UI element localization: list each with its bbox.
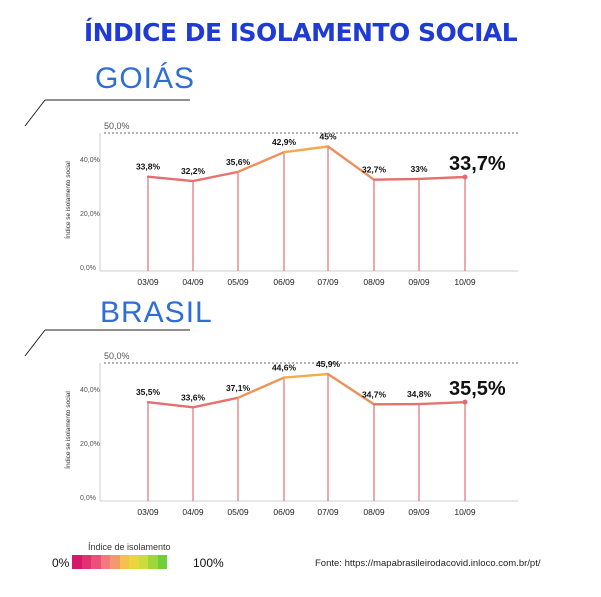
x-tick-label: 09/09: [408, 277, 430, 287]
series-segment: [236, 376, 286, 400]
series-segment: [191, 170, 240, 183]
y-tick-label: 0,0%: [80, 495, 96, 502]
header-rule-diagonal: [24, 99, 46, 127]
legend-swatch: [72, 555, 82, 569]
legend-swatch: [81, 555, 91, 569]
y-tick-label: 20,0%: [80, 211, 100, 218]
series-segment: [372, 177, 421, 181]
series-segment: [146, 175, 195, 183]
data-label: 32,2%: [181, 166, 206, 176]
series-segment: [282, 372, 330, 379]
series-segment: [326, 145, 376, 181]
y-tick-label: 0,0%: [80, 265, 96, 272]
data-label: 33,6%: [181, 392, 206, 402]
series-segment: [417, 175, 467, 181]
region-title-goias: GOIÁS: [95, 62, 196, 95]
legend-color-scale: [72, 555, 167, 569]
x-tick-label: 08/09: [363, 507, 385, 517]
x-tick-label: 04/09: [182, 277, 204, 287]
legend-swatch: [91, 555, 101, 569]
data-label: 45,9%: [316, 359, 341, 369]
legend-swatch: [148, 555, 158, 569]
x-tick-label: 10/09: [454, 277, 476, 287]
x-tick-label: 06/09: [273, 277, 295, 287]
legend-high-label: 100%: [193, 556, 224, 570]
data-label: 33%: [410, 164, 427, 174]
y-tick-label: 20,0%: [80, 441, 100, 448]
x-tick-label: 07/09: [317, 507, 339, 517]
data-label: 45%: [319, 132, 336, 142]
highlight-value: 35,5%: [449, 378, 506, 400]
y-axis-title: Índice se isolamento social: [63, 161, 72, 239]
legend-swatch: [100, 555, 110, 569]
data-label: 37,1%: [226, 383, 251, 393]
highlight-value: 33,7%: [449, 153, 506, 175]
data-label: 35,6%: [226, 157, 251, 167]
reference-label: 50,0%: [104, 121, 130, 131]
chart-brasil: 50,0% 0,0% 20,0% 40,0% Índice se isolamento …: [24, 329, 518, 517]
page-title: ÍNDICE DE ISOLAMENTO SOCIAL: [83, 18, 518, 47]
x-tick-label: 10/09: [454, 507, 476, 517]
series-segment: [236, 150, 286, 174]
series-segment: [282, 145, 330, 154]
x-tick-label: 03/09: [137, 277, 159, 287]
last-point-marker: [462, 174, 468, 180]
region-title-brasil: BRASIL: [100, 296, 213, 329]
x-tick-label: 07/09: [317, 277, 339, 287]
x-tick-label: 05/09: [227, 507, 249, 517]
y-axis-title: Índice se isolamento social: [63, 391, 72, 469]
series-segment: [417, 400, 467, 406]
series-segment: [146, 400, 195, 409]
data-label: 42,9%: [272, 137, 297, 147]
x-tick-label: 05/09: [227, 277, 249, 287]
data-label: 32,7%: [362, 165, 387, 175]
x-tick-label: 06/09: [273, 507, 295, 517]
reference-label: 50,0%: [104, 351, 130, 361]
legend-swatch: [110, 555, 120, 569]
legend-swatch: [119, 555, 129, 569]
data-label: 34,8%: [407, 389, 432, 399]
legend-swatch: [157, 555, 167, 569]
chart-goias: 50,0% 0,0% 20,0% 40,0% Índice se isolamento …: [24, 99, 518, 287]
y-tick-label: 40,0%: [80, 387, 100, 394]
legend-swatch: [129, 555, 139, 569]
header-rule-diagonal: [24, 329, 46, 357]
y-tick-label: 40,0%: [80, 157, 100, 164]
data-label: 33,8%: [136, 162, 161, 172]
last-point-marker: [462, 399, 468, 405]
data-label: 35,5%: [136, 387, 161, 397]
x-tick-label: 09/09: [408, 507, 430, 517]
legend-low-label: 0%: [52, 556, 70, 570]
source-credit: Fonte: https://mapabrasileirodacovid.inl…: [315, 558, 541, 569]
data-label: 34,7%: [362, 389, 387, 399]
data-label: 44,6%: [272, 363, 297, 373]
legend-swatch: [138, 555, 148, 569]
x-tick-label: 03/09: [137, 507, 159, 517]
x-tick-label: 04/09: [182, 507, 204, 517]
x-tick-label: 08/09: [363, 277, 385, 287]
legend-title: Índice de isolamento: [88, 542, 171, 552]
series-segment: [191, 396, 240, 409]
series-segment: [326, 372, 376, 406]
